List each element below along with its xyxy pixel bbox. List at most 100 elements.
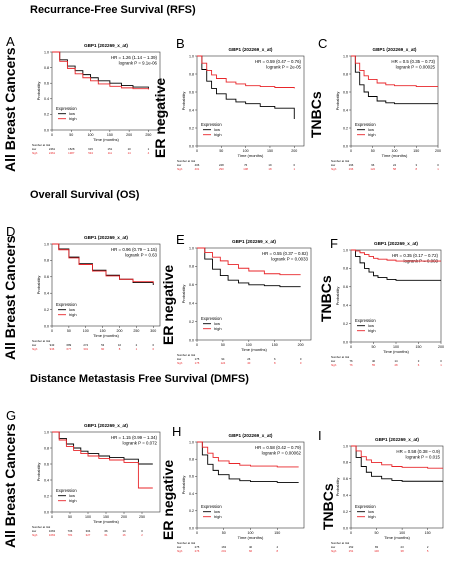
legend-title: Expression [56, 302, 77, 307]
y-tick-label: 0.4 [343, 494, 348, 498]
km-panel-f: GBP1 (202269_x_at) 0.0 0.2 0.4 0.6 0.8 1.0 0 50 1… [331, 241, 444, 367]
risk-count-low: 175 [195, 357, 200, 361]
x-tick-label: 300 [150, 329, 156, 333]
risk-row-label-low: low [177, 163, 182, 167]
risk-count-low: 0 [152, 343, 154, 347]
y-tick-label: 0.0 [343, 526, 348, 530]
risk-count-low: 76 [349, 359, 353, 363]
y-tick-label: 0.2 [44, 494, 49, 498]
x-tick-label: 200 [291, 149, 297, 153]
x-tick-label: 200 [435, 149, 441, 153]
survival-curve-high [351, 249, 441, 262]
panel-letter-i: I [318, 428, 322, 443]
hazard-ratio: HR = 0.58 (0.38 – 0.9) [396, 449, 440, 454]
hazard-ratio: HR = 0.35 (0.17 – 0.72) [392, 253, 439, 258]
risk-count-low: 196 [349, 163, 354, 167]
risk-row-label-low: low [32, 147, 37, 151]
y-tick-label: 0.8 [343, 267, 348, 271]
legend-label-high: high [214, 514, 222, 519]
x-tick-label: 0 [51, 329, 53, 333]
x-tick-label: 100 [399, 531, 405, 535]
risk-count-low: 66 [104, 529, 108, 533]
y-tick-label: 1.0 [189, 440, 194, 444]
y-tick-label: 0.8 [44, 66, 49, 70]
risk-count-low: 4 [276, 545, 278, 549]
risk-count-low: 151 [108, 147, 113, 151]
chart-title: GBP1 (202269_x_at) [229, 433, 273, 438]
risk-count-high: 534 [88, 151, 93, 155]
risk-count-high: 14 [128, 151, 132, 155]
legend-title: Expression [201, 316, 222, 321]
risk-count-high: 0 [152, 347, 154, 351]
x-tick-label: 200 [438, 345, 444, 349]
x-tick-label: 100 [392, 149, 398, 153]
risk-count-low: 1528 [68, 147, 75, 151]
risk-count-high: 327 [86, 533, 91, 537]
x-tick-label: 50 [69, 133, 73, 137]
y-tick-label: 0.2 [343, 126, 348, 130]
risk-count-low: 706 [68, 529, 73, 533]
x-tick-label: 150 [413, 149, 419, 153]
risk-count-high: 18 [268, 167, 272, 171]
y-tick-label: 1.0 [343, 54, 348, 58]
legend-title: Expression [355, 122, 376, 127]
y-tick-label: 0.2 [44, 113, 49, 117]
risk-count-high: 175 [195, 361, 200, 365]
plot-frame [196, 247, 312, 341]
y-axis-label: Probability [335, 478, 340, 497]
y-tick-label: 0.6 [343, 477, 348, 481]
x-tick-label: 150 [274, 531, 280, 535]
risk-count-low: 53 [101, 343, 105, 347]
x-tick-label: 0 [196, 149, 198, 153]
risk-count-low: 40 [372, 359, 376, 363]
hazard-ratio: HR = 0.58 (0.42 – 0.79) [255, 445, 302, 450]
y-tick-label: 0.2 [343, 322, 348, 326]
risk-count-high: 0 [300, 361, 302, 365]
hazard-ratio: HR = 0.96 (0.79 – 1.15) [111, 247, 158, 252]
y-tick-label: 0.8 [343, 461, 348, 465]
logrank-p: logrank P = 2e-05 [266, 65, 301, 70]
logrank-p: logrank P = 9.1e-06 [119, 61, 158, 66]
y-tick-label: 0.6 [44, 275, 49, 279]
y-tick-label: 0.2 [189, 509, 194, 513]
plot-area: GBP1 (202269_x_at) 0.0 0.2 0.4 0.6 0.8 1.0 0 50 1… [32, 235, 161, 351]
risk-row-label-high: high [177, 167, 183, 171]
legend-title: Expression [56, 488, 77, 493]
panel-letter-d: D [6, 224, 16, 239]
risk-count-low: 274 [83, 343, 88, 347]
chart-title: GBP1 (202269_x_at) [84, 423, 128, 428]
legend-label-high: high [214, 326, 222, 331]
x-tick-label: 0 [51, 133, 53, 137]
legend-label-low: low [69, 111, 75, 116]
y-tick-label: 0.2 [189, 126, 194, 130]
risk-count-high: 122 [370, 167, 375, 171]
risk-count-low: 10 [118, 343, 122, 347]
risk-count-low: 19 [268, 163, 272, 167]
plot-frame [51, 243, 161, 327]
x-tick-label: 150 [272, 343, 278, 347]
survival-curve-high [52, 431, 153, 489]
x-tick-label: 0 [196, 343, 198, 347]
panel-letter-g: G [6, 408, 17, 423]
legend-title: Expression [355, 318, 376, 323]
risk-count-high: 2 [141, 533, 143, 537]
legend-label-low: low [69, 307, 75, 312]
risk-count-low: 94 [221, 357, 225, 361]
risk-row-label-high: high [32, 151, 38, 155]
risk-count-low: 23 [401, 545, 405, 549]
y-tick-label: 0.4 [343, 304, 348, 308]
risk-count-high: 124 [221, 361, 226, 365]
risk-row-label-low: low [331, 359, 336, 363]
risk-count-high: 16 [122, 533, 126, 537]
risk-count-low: 304 [86, 529, 91, 533]
risk-count-low: 0 [300, 357, 302, 361]
risk-count-high: 1 [440, 363, 442, 367]
survival-curve-low [351, 249, 441, 281]
risk-count-high: 301 [83, 347, 88, 351]
risk-table-title: Number at risk [331, 355, 350, 359]
risk-count-low: 689 [67, 343, 72, 347]
x-axis-label: Time (months) [382, 153, 408, 158]
y-tick-label: 0.6 [343, 90, 348, 94]
risk-count-high: 1387 [68, 151, 75, 155]
risk-count-low: 24 [393, 163, 397, 167]
